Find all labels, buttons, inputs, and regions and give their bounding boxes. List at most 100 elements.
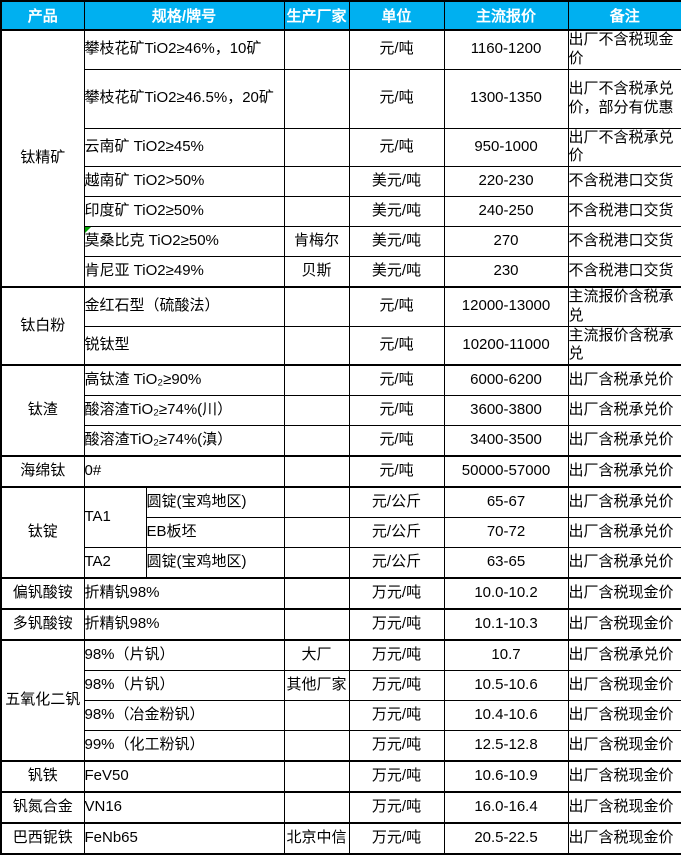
note-cell: 出厂含税现金价 <box>567 577 681 610</box>
spec-cell: 98%（片钒） <box>83 639 285 671</box>
price-cell: 1160-1200 <box>443 29 569 70</box>
spec-cell: FeNb65 <box>83 822 285 855</box>
note-cell: 出厂含税承兑价 <box>567 455 681 488</box>
price-cell: 3600-3800 <box>443 395 569 426</box>
col-header-unit: 单位 <box>348 0 445 31</box>
grade-cell: TA2 <box>83 547 147 579</box>
price-cell: 6000-6200 <box>443 364 569 396</box>
spec-cell: 锐钛型 <box>83 325 285 366</box>
note-cell: 出厂含税现金价 <box>567 822 681 855</box>
spec-cell: 0# <box>83 455 285 488</box>
table-row: EB板坯 元/公斤 70-72 出厂含税承兑价 <box>1 517 681 548</box>
spec-cell: 莫桑比克 TiO2≥50% <box>83 226 285 257</box>
price-cell: 1300-1350 <box>443 68 569 129</box>
unit-cell: 万元/吨 <box>348 791 445 824</box>
table-row: 钒氮合金 VN16 万元/吨 16.0-16.4 出厂含税现金价 <box>0 791 681 824</box>
unit-cell: 美元/吨 <box>348 166 445 197</box>
price-table-body: 钛精矿 攀枝花矿TiO2≥46%，10矿 元/吨 1160-1200 出厂不含税现金价攀… <box>0 29 681 855</box>
table-row: 莫桑比克 TiO2≥50% 肯梅尔 美元/吨 270 不含税港口交货 <box>1 226 681 257</box>
comment-marker-icon <box>85 227 91 233</box>
table-row: 钛渣 高钛渣 TiO₂≥90% 元/吨 6000-6200 出厂含税承兑价 <box>0 364 681 457</box>
spec-cell: 酸溶渣TiO₂≥74%(滇） <box>83 425 285 457</box>
spec-cell: 99%（化工粉钒） <box>83 730 285 762</box>
grade-cell: TA1 <box>83 486 147 548</box>
note-cell: 出厂含税承兑价 <box>567 547 681 579</box>
product-cell: 五氧化二钒 <box>0 639 85 762</box>
price-cell: 20.5-22.5 <box>443 822 569 855</box>
note-cell: 出厂含税承兑价 <box>567 425 681 457</box>
note-cell: 出厂含税现金价 <box>567 670 681 701</box>
unit-cell: 万元/吨 <box>348 608 445 641</box>
spec-cell: VN16 <box>83 791 285 824</box>
table-row: 多钒酸铵 折精钒98% 万元/吨 10.1-10.3 出厂含税现金价 <box>0 608 681 641</box>
manufacturer-cell <box>283 286 350 327</box>
spec-cell: 酸溶渣TiO₂≥74%(川） <box>83 395 285 426</box>
note-cell: 不含税港口交货 <box>567 196 681 227</box>
price-cell: 10.0-10.2 <box>443 577 569 610</box>
unit-cell: 元/公斤 <box>348 486 445 518</box>
note-cell: 出厂不含税承兑价，部分有优惠 <box>567 68 681 129</box>
product-cell: 钛渣 <box>0 364 85 457</box>
spec-cell: FeV50 <box>83 760 285 793</box>
manufacturer-cell: 北京中信 <box>283 822 350 855</box>
unit-cell: 元/吨 <box>348 425 445 457</box>
table-row: 钛白粉 金红石型（硫酸法） 元/吨 12000-13000 主流报价含税承兑 <box>0 286 681 366</box>
col-header-note: 备注 <box>567 0 681 31</box>
manufacturer-cell <box>283 68 350 129</box>
spec-cell: 折精钒98% <box>83 608 285 641</box>
note-cell: 出厂含税承兑价 <box>567 517 681 548</box>
col-header-product: 产品 <box>0 0 85 31</box>
unit-cell: 元/公斤 <box>348 517 445 548</box>
unit-cell: 元/吨 <box>348 455 445 488</box>
manufacturer-cell <box>283 608 350 641</box>
manufacturer-cell <box>283 425 350 457</box>
table-row: 巴西铌铁 FeNb65 北京中信 万元/吨 20.5-22.5 出厂含税现金价 <box>0 822 681 855</box>
spec-cell: 金红石型（硫酸法） <box>83 286 285 327</box>
unit-cell: 万元/吨 <box>348 670 445 701</box>
note-cell: 出厂含税承兑价 <box>567 364 681 396</box>
table-row: 钛精矿 攀枝花矿TiO2≥46%，10矿 元/吨 1160-1200 出厂不含税现金价 <box>0 29 681 288</box>
price-cell: 240-250 <box>443 196 569 227</box>
unit-cell: 元/公斤 <box>348 547 445 579</box>
unit-cell: 元/吨 <box>348 68 445 129</box>
spec-cell: 98%（冶金粉钒） <box>83 700 285 731</box>
note-cell: 出厂含税现金价 <box>567 608 681 641</box>
manufacturer-cell <box>283 547 350 579</box>
product-cell: 钛精矿 <box>0 29 85 288</box>
table-row: 偏钒酸铵 折精钒98% 万元/吨 10.0-10.2 出厂含税现金价 <box>0 577 681 610</box>
manufacturer-cell <box>283 730 350 762</box>
note-cell: 出厂含税承兑价 <box>567 486 681 518</box>
note-cell: 出厂含税现金价 <box>567 760 681 793</box>
spec-cell: 圆锭(宝鸡地区) <box>145 547 285 579</box>
manufacturer-cell <box>283 486 350 518</box>
product-cell: 钛锭 <box>0 486 85 579</box>
price-cell: 220-230 <box>443 166 569 197</box>
manufacturer-cell <box>283 29 350 70</box>
unit-cell: 美元/吨 <box>348 226 445 257</box>
table-row: 五氧化二钒 98%（片钒） 大厂 万元/吨 10.7 出厂含税承兑价 <box>0 639 681 762</box>
unit-cell: 美元/吨 <box>348 256 445 288</box>
spec-cell: 高钛渣 TiO₂≥90% <box>83 364 285 396</box>
manufacturer-cell <box>283 577 350 610</box>
manufacturer-cell: 肯梅尔 <box>283 226 350 257</box>
unit-cell: 元/吨 <box>348 286 445 327</box>
table-row: 印度矿 TiO2≥50% 美元/吨 240-250 不含税港口交货 <box>1 196 681 227</box>
price-cell: 12000-13000 <box>443 286 569 327</box>
table-row: 海绵钛 0# 元/吨 50000-57000 出厂含税承兑价 <box>0 455 681 488</box>
manufacturer-cell <box>283 325 350 366</box>
manufacturer-cell <box>283 127 350 167</box>
spec-cell: 印度矿 TiO2≥50% <box>83 196 285 227</box>
unit-cell: 元/吨 <box>348 127 445 167</box>
table-row: 99%（化工粉钒） 万元/吨 12.5-12.8 出厂含税现金价 <box>1 730 681 762</box>
price-cell: 10.6-10.9 <box>443 760 569 793</box>
price-cell: 50000-57000 <box>443 455 569 488</box>
col-header-manufacturer: 生产厂家 <box>283 0 350 31</box>
price-cell: 10.5-10.6 <box>443 670 569 701</box>
unit-cell: 万元/吨 <box>348 577 445 610</box>
spec-cell: 折精钒98% <box>83 577 285 610</box>
note-cell: 不含税港口交货 <box>567 166 681 197</box>
table-row: 钒铁 FeV50 万元/吨 10.6-10.9 出厂含税现金价 <box>0 760 681 793</box>
unit-cell: 元/吨 <box>348 29 445 70</box>
price-cell: 70-72 <box>443 517 569 548</box>
